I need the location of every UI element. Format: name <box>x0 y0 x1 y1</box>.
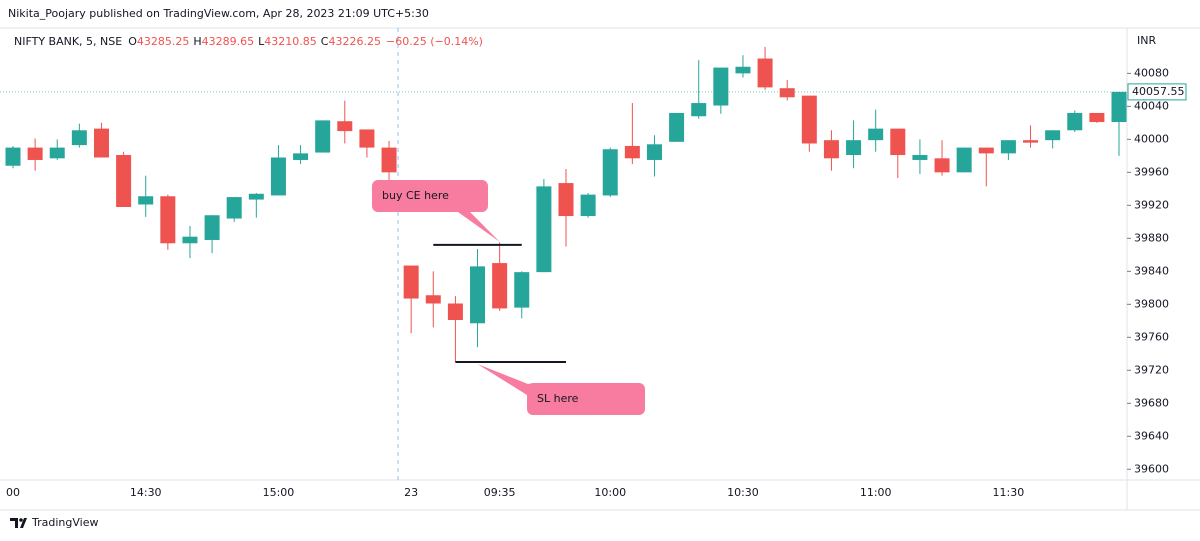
x-tick-label: 14:30 <box>130 486 162 499</box>
candle-body <box>447 303 463 320</box>
candle-body <box>779 88 795 98</box>
candle-body <box>116 155 132 207</box>
candle-body <box>580 194 596 217</box>
candle-body <box>868 128 884 141</box>
candle-body <box>514 272 530 308</box>
candle-body <box>558 183 574 217</box>
candle-body <box>691 103 707 117</box>
candle-body <box>27 147 43 160</box>
candle-body <box>93 128 109 158</box>
legend-item: H <box>193 35 201 48</box>
candle-body <box>823 140 839 159</box>
candle-body <box>624 145 640 159</box>
candle-body <box>337 121 353 132</box>
y-tick-label: 39680 <box>1134 396 1169 409</box>
y-tick-label: 40040 <box>1134 99 1169 112</box>
candle-body <box>713 67 729 106</box>
footer-brand: TradingView <box>31 516 98 529</box>
candle-body <box>359 129 375 148</box>
candle-body <box>934 158 950 173</box>
legend-item: C <box>321 35 329 48</box>
x-tick-label: 11:30 <box>993 486 1025 499</box>
y-tick-label: 39640 <box>1134 429 1169 442</box>
y-tick-label: 39840 <box>1134 264 1169 277</box>
candle-body <box>536 186 552 273</box>
candle-body <box>381 147 397 173</box>
currency: INR <box>1137 34 1156 47</box>
legend-item: 43210.85 <box>264 35 317 48</box>
legend-item: O <box>128 35 137 48</box>
candle-body <box>890 128 906 156</box>
x-tick-label: 10:30 <box>727 486 759 499</box>
candle-body <box>801 95 817 144</box>
candle-body <box>1023 140 1039 143</box>
candle-body <box>1111 91 1127 123</box>
y-tick-label: 39720 <box>1134 363 1169 376</box>
y-tick-label: 39760 <box>1134 330 1169 343</box>
candle-body <box>138 196 154 205</box>
legend-item: NIFTY BANK, 5, NSE <box>14 35 122 48</box>
candle-body <box>912 155 928 160</box>
candle-body <box>956 147 972 173</box>
candle-body <box>669 112 685 142</box>
candle-body <box>315 120 331 153</box>
candle-body <box>49 147 65 159</box>
candle-body <box>5 147 21 166</box>
annotation: SL here <box>537 392 579 405</box>
x-tick-label: 23 <box>404 486 418 499</box>
candle-body <box>846 140 862 156</box>
price-tag-label: 40057.55 <box>1132 85 1185 98</box>
candle-body <box>204 215 220 240</box>
x-tick-label: 10:00 <box>594 486 626 499</box>
logo <box>10 518 27 528</box>
candle-body <box>293 153 309 160</box>
legend-item: 43289.65 <box>202 35 255 48</box>
legend-item: L <box>258 35 265 48</box>
y-tick-label: 39920 <box>1134 198 1169 211</box>
header: Nikita_Poojary published on TradingView.… <box>8 7 429 20</box>
candle-body <box>182 236 198 244</box>
x-tick-label: 00 <box>6 486 20 499</box>
legend: NIFTY BANK, 5, NSE O43285.25 H43289.65 L432… <box>14 35 483 48</box>
candle-body <box>602 149 618 196</box>
candle-body <box>646 144 662 160</box>
candle-body <box>470 266 486 324</box>
x-tick-label: 09:35 <box>484 486 516 499</box>
candle-body <box>160 196 176 244</box>
price-tag <box>1127 83 1187 101</box>
y-tick-label: 40000 <box>1134 132 1169 145</box>
callout-box <box>477 364 645 415</box>
candles <box>5 46 1127 363</box>
candle-body <box>270 157 286 196</box>
legend-item: −60.25 (−0.14%) <box>386 35 483 48</box>
candle-body <box>757 58 773 88</box>
candle-body <box>1067 112 1083 131</box>
annotation: buy CE here <box>382 189 449 202</box>
callout-box <box>372 180 500 242</box>
candle-body <box>1089 112 1105 123</box>
candle-body <box>248 193 264 200</box>
candle-body <box>735 66 751 74</box>
y-tick-label: 39800 <box>1134 297 1169 310</box>
candle-body <box>492 263 508 309</box>
candle-body <box>403 265 419 299</box>
candle-body <box>226 197 242 219</box>
x-tick-label: 11:00 <box>860 486 892 499</box>
candle-body <box>978 147 994 154</box>
y-tick-label: 39600 <box>1134 462 1169 475</box>
candle-body <box>1000 140 1016 154</box>
legend-item: 43285.25 <box>137 35 190 48</box>
y-tick-label: 39960 <box>1134 165 1169 178</box>
legend-item: 43226.25 <box>328 35 381 48</box>
candle-body <box>1045 130 1061 141</box>
candle-body <box>425 295 441 304</box>
y-tick-label: 40080 <box>1134 66 1169 79</box>
y-tick-label: 39880 <box>1134 231 1169 244</box>
candle-body <box>71 130 87 146</box>
x-tick-label: 15:00 <box>263 486 295 499</box>
